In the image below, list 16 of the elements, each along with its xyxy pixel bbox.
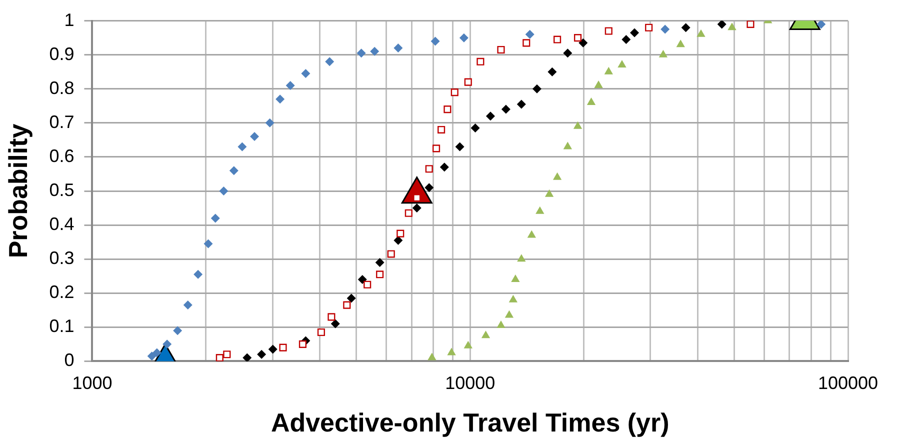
y-tick-label: 0.4 bbox=[49, 214, 74, 234]
y-tick-label: 0.7 bbox=[49, 112, 74, 132]
y-tick-label: 0 bbox=[64, 350, 74, 370]
y-tick-label: 0.5 bbox=[49, 180, 74, 200]
x-tick-label: 1000 bbox=[72, 372, 112, 393]
y-tick-label: 0.2 bbox=[49, 282, 74, 302]
y-tick-label: 0.3 bbox=[49, 248, 74, 268]
y-axis-title: Probability bbox=[2, 123, 33, 258]
x-tick-label: 100000 bbox=[818, 372, 878, 393]
y-tick-label: 0.6 bbox=[49, 146, 74, 166]
y-tick-label: 1 bbox=[64, 10, 74, 30]
y-tick-label: 0.9 bbox=[49, 44, 74, 64]
x-axis-title: Advective-only Travel Times (yr) bbox=[270, 408, 670, 438]
y-tick-label: 0.1 bbox=[49, 316, 74, 336]
x-tick-label: 10000 bbox=[445, 372, 496, 393]
y-tick-label: 0.8 bbox=[49, 78, 74, 98]
